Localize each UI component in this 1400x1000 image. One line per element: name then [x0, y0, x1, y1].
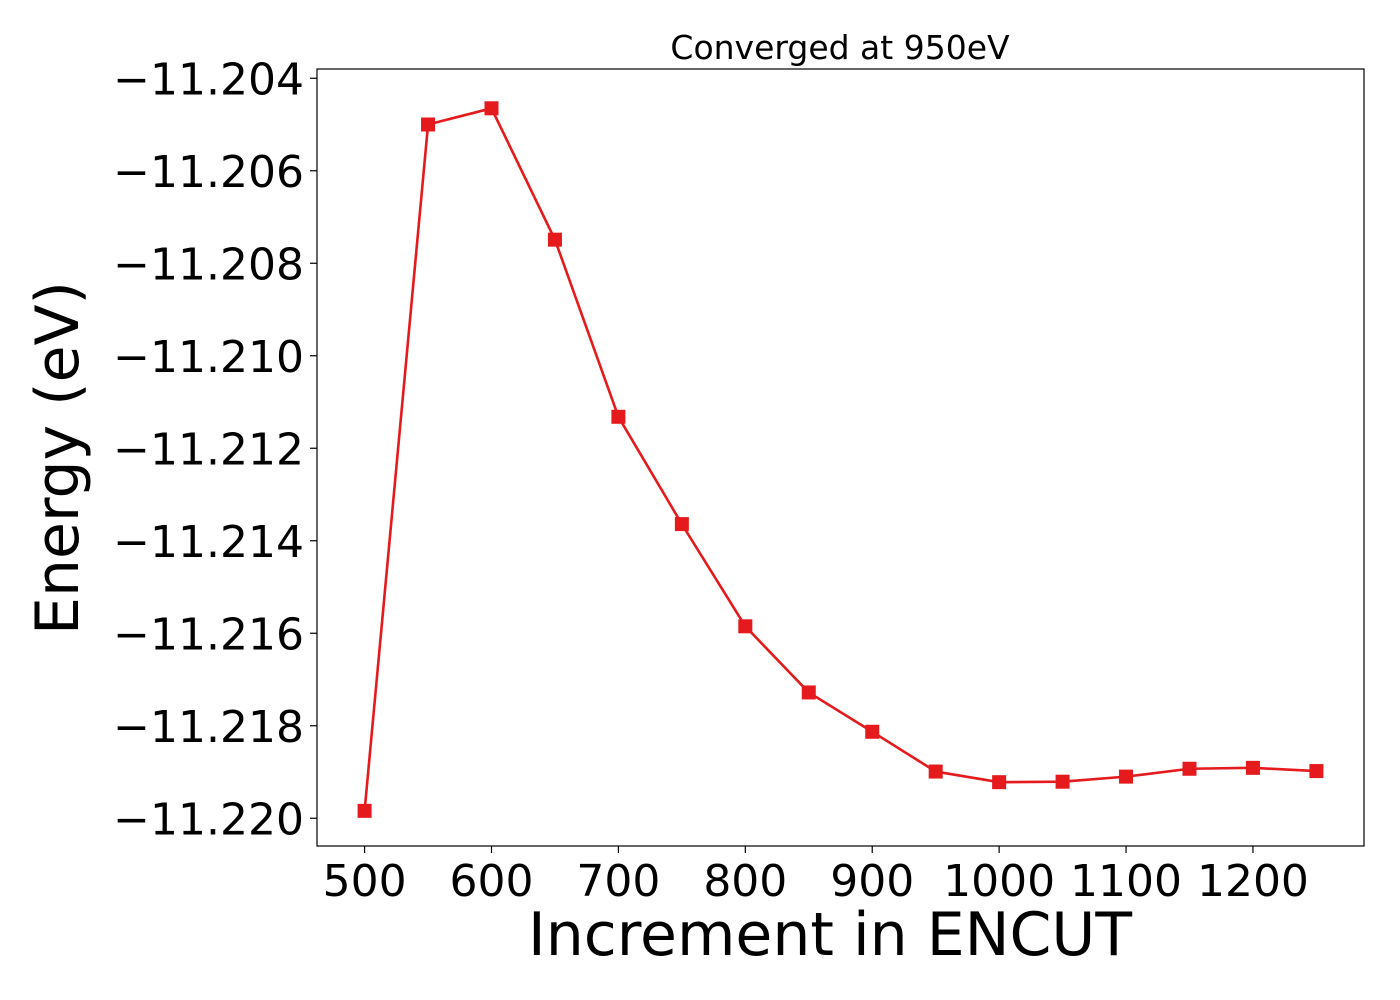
data-point	[928, 764, 943, 779]
data-point	[992, 775, 1007, 790]
y-tick-label: −11.214	[113, 517, 304, 568]
x-tick-label: 600	[450, 856, 534, 907]
plot-area	[357, 101, 1324, 818]
data-point	[1309, 764, 1324, 779]
data-point	[1055, 774, 1070, 789]
plot-frame	[316, 68, 1365, 847]
data-point	[674, 517, 689, 532]
data-point	[421, 117, 436, 132]
series-line	[363, 107, 1317, 811]
x-tick-label: 700	[576, 856, 660, 907]
data-point	[865, 724, 880, 739]
x-tick-label: 500	[323, 856, 407, 907]
data-point	[484, 101, 499, 116]
data-point	[1182, 761, 1197, 776]
y-axis-label: Energy (eV)	[23, 281, 93, 635]
y-tick-label: −11.206	[113, 147, 304, 198]
data-point	[611, 409, 626, 424]
x-tick-label: 800	[703, 856, 787, 907]
y-axis: −11.204 −11.206 −11.208 −11.210 −11.212 −11.2…	[113, 54, 317, 845]
chart-title: Converged at 950eV	[670, 28, 1010, 67]
y-tick-label: −11.216	[113, 609, 304, 660]
y-tick-label: −11.210	[113, 332, 304, 383]
y-tick-label: −11.218	[113, 702, 304, 753]
data-point	[1119, 769, 1134, 784]
y-tick-label: −11.212	[113, 424, 304, 475]
x-tick-label: 1000	[943, 856, 1055, 907]
x-axis: 500 600 700 800 900 1000 1100 1200	[323, 846, 1309, 907]
data-point	[801, 685, 816, 700]
x-tick-label: 1200	[1197, 856, 1309, 907]
x-axis-label: Increment in ENCUT	[528, 900, 1132, 970]
y-tick-label: −11.204	[113, 54, 304, 105]
x-tick-label: 900	[830, 856, 914, 907]
x-tick-label: 1100	[1070, 856, 1182, 907]
data-point	[738, 619, 753, 634]
data-point	[357, 803, 372, 818]
data-point	[1245, 760, 1260, 775]
y-tick-label: −11.220	[113, 794, 304, 845]
data-point	[547, 232, 562, 247]
y-tick-label: −11.208	[113, 239, 304, 290]
